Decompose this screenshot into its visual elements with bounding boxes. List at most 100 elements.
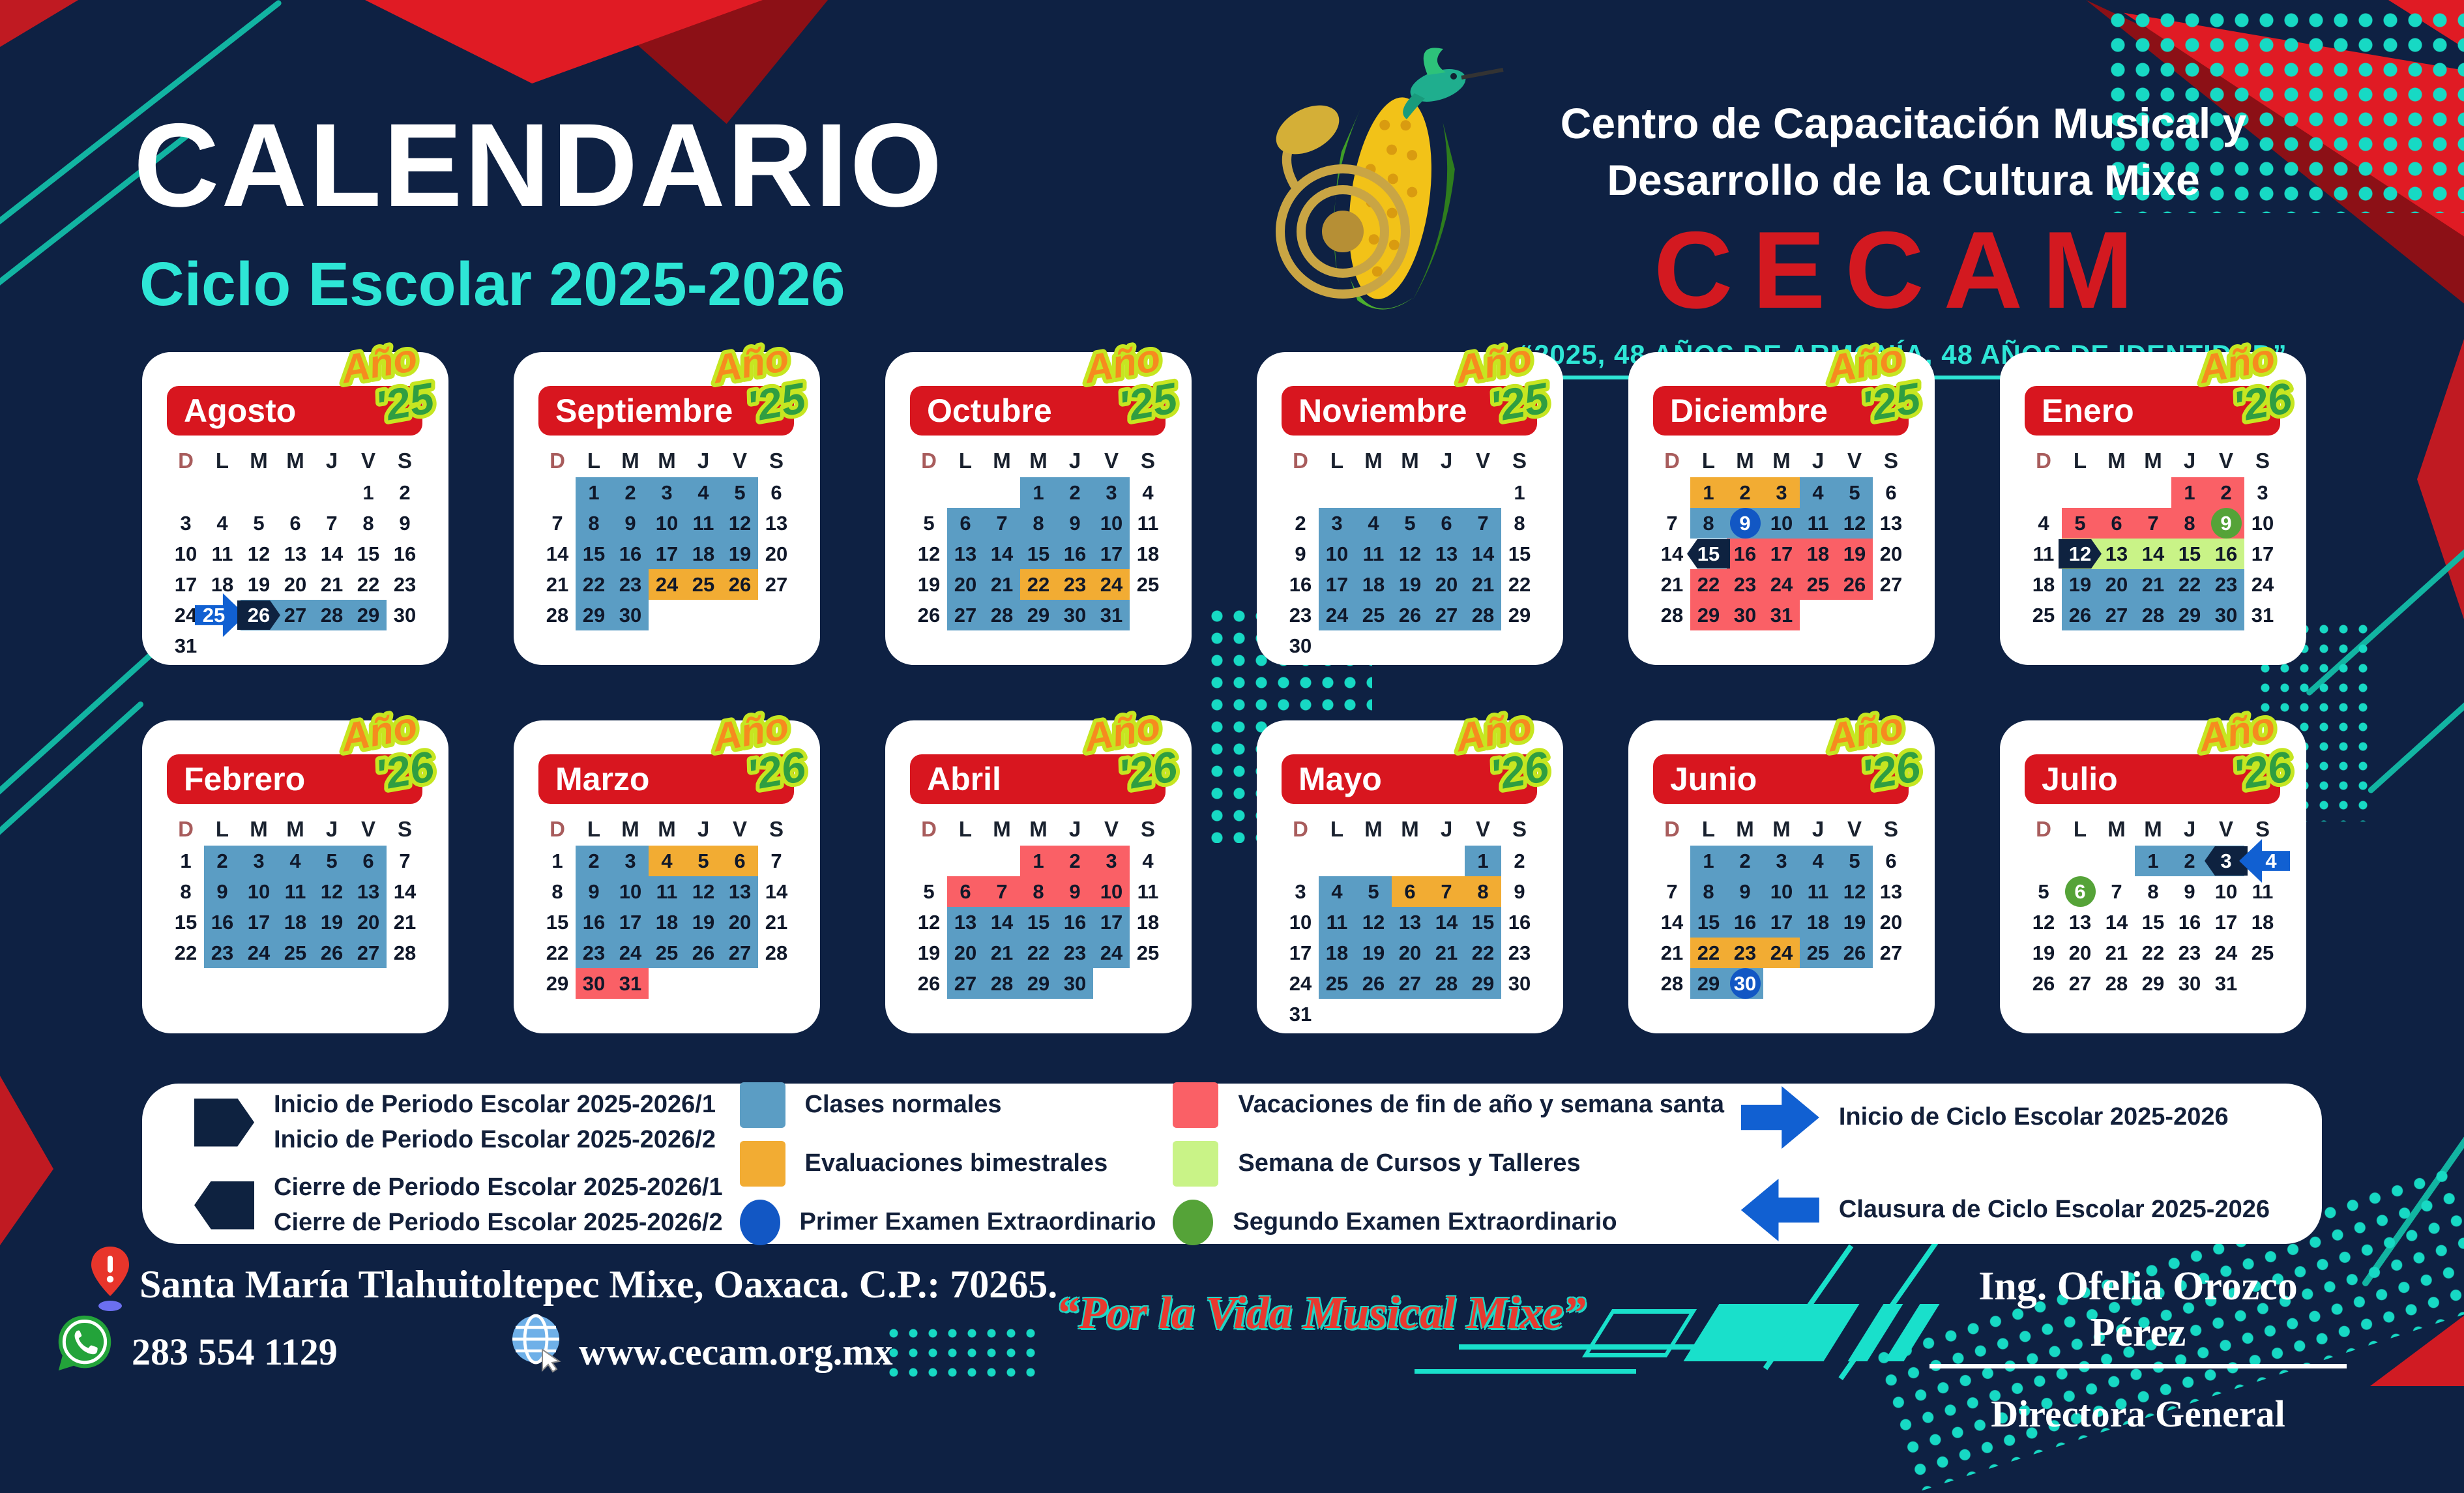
day-agosto-28[interactable]: 28: [314, 600, 350, 630]
day-noviembre-9[interactable]: 9: [1295, 542, 1306, 565]
day-febrero-10[interactable]: 10: [241, 876, 277, 907]
day-febrero-13[interactable]: 13: [350, 876, 387, 907]
day-junio-27[interactable]: 27: [1879, 941, 1903, 964]
day-febrero-2[interactable]: 2: [204, 846, 241, 876]
day-febrero-25[interactable]: 25: [277, 938, 314, 968]
day-septiembre-25[interactable]: 25: [685, 569, 722, 600]
day-junio-5[interactable]: 5: [1836, 846, 1873, 876]
day-enero-23[interactable]: 23: [2208, 569, 2244, 600]
day-julio-28[interactable]: 28: [2105, 971, 2128, 995]
day-agosto-3[interactable]: 3: [180, 511, 192, 535]
day-abril-30[interactable]: 30: [1057, 968, 1093, 999]
day-julio-5[interactable]: 5: [2038, 880, 2049, 903]
day-febrero-6[interactable]: 6: [350, 846, 387, 876]
day-septiembre-11[interactable]: 11: [685, 508, 722, 539]
day-diciembre-16[interactable]: 16: [1727, 539, 1763, 569]
day-abril-26[interactable]: 26: [917, 971, 941, 995]
day-agosto-30[interactable]: 30: [393, 603, 417, 627]
day-agosto-27[interactable]: 27: [277, 600, 314, 630]
day-octubre-27[interactable]: 27: [947, 600, 984, 630]
day-octubre-31[interactable]: 31: [1093, 600, 1130, 630]
day-mayo-11[interactable]: 11: [1319, 907, 1355, 938]
day-octubre-28[interactable]: 28: [984, 600, 1020, 630]
day-agosto-14[interactable]: 14: [320, 542, 344, 565]
day-marzo-1[interactable]: 1: [551, 849, 563, 872]
day-junio-21[interactable]: 21: [1660, 941, 1684, 964]
day-febrero-4[interactable]: 4: [277, 846, 314, 876]
day-agosto-2[interactable]: 2: [399, 480, 411, 504]
day-diciembre-11[interactable]: 11: [1800, 508, 1836, 539]
day-septiembre-23[interactable]: 23: [612, 569, 649, 600]
day-febrero-5[interactable]: 5: [314, 846, 350, 876]
day-julio-6[interactable]: 6: [2062, 876, 2098, 907]
day-mayo-3[interactable]: 3: [1295, 880, 1306, 903]
day-octubre-25[interactable]: 25: [1136, 572, 1160, 596]
day-septiembre-4[interactable]: 4: [685, 477, 722, 508]
day-julio-8[interactable]: 8: [2147, 880, 2159, 903]
day-enero-17[interactable]: 17: [2251, 542, 2274, 565]
day-febrero-27[interactable]: 27: [350, 938, 387, 968]
day-marzo-5[interactable]: 5: [685, 846, 722, 876]
day-junio-10[interactable]: 10: [1763, 876, 1800, 907]
day-enero-7[interactable]: 7: [2135, 508, 2171, 539]
day-septiembre-17[interactable]: 17: [649, 539, 685, 569]
day-octubre-1[interactable]: 1: [1020, 477, 1057, 508]
day-junio-29[interactable]: 29: [1690, 968, 1727, 999]
day-febrero-1[interactable]: 1: [180, 849, 192, 872]
day-noviembre-29[interactable]: 29: [1508, 603, 1531, 627]
day-junio-11[interactable]: 11: [1800, 876, 1836, 907]
day-mayo-5[interactable]: 5: [1355, 876, 1392, 907]
day-junio-25[interactable]: 25: [1800, 938, 1836, 968]
day-noviembre-27[interactable]: 27: [1428, 600, 1465, 630]
day-septiembre-7[interactable]: 7: [551, 511, 563, 535]
day-noviembre-17[interactable]: 17: [1319, 569, 1355, 600]
day-junio-20[interactable]: 20: [1879, 910, 1903, 934]
day-marzo-29[interactable]: 29: [546, 971, 569, 995]
day-diciembre-14[interactable]: 14: [1660, 542, 1684, 565]
day-noviembre-28[interactable]: 28: [1465, 600, 1501, 630]
day-enero-26[interactable]: 26: [2062, 600, 2098, 630]
day-abril-9[interactable]: 9: [1057, 876, 1093, 907]
day-diciembre-26[interactable]: 26: [1836, 569, 1873, 600]
day-julio-27[interactable]: 27: [2068, 971, 2092, 995]
day-enero-11[interactable]: 11: [2032, 542, 2055, 565]
day-noviembre-26[interactable]: 26: [1392, 600, 1428, 630]
day-octubre-5[interactable]: 5: [923, 511, 935, 535]
day-enero-20[interactable]: 20: [2098, 569, 2135, 600]
day-septiembre-14[interactable]: 14: [546, 542, 569, 565]
day-abril-22[interactable]: 22: [1020, 938, 1057, 968]
day-abril-4[interactable]: 4: [1142, 849, 1154, 872]
day-mayo-13[interactable]: 13: [1392, 907, 1428, 938]
day-abril-19[interactable]: 19: [917, 941, 941, 964]
day-noviembre-10[interactable]: 10: [1319, 539, 1355, 569]
day-marzo-23[interactable]: 23: [576, 938, 612, 968]
day-abril-28[interactable]: 28: [984, 968, 1020, 999]
day-enero-21[interactable]: 21: [2135, 569, 2171, 600]
day-octubre-26[interactable]: 26: [917, 603, 941, 627]
day-noviembre-23[interactable]: 23: [1289, 603, 1312, 627]
day-mayo-28[interactable]: 28: [1428, 968, 1465, 999]
day-julio-13[interactable]: 13: [2068, 910, 2092, 934]
day-octubre-15[interactable]: 15: [1020, 539, 1057, 569]
day-enero-29[interactable]: 29: [2171, 600, 2208, 630]
day-agosto-17[interactable]: 17: [174, 572, 198, 596]
day-mayo-2[interactable]: 2: [1514, 849, 1525, 872]
day-junio-9[interactable]: 9: [1727, 876, 1763, 907]
day-mayo-30[interactable]: 30: [1508, 971, 1531, 995]
day-agosto-18[interactable]: 18: [211, 572, 234, 596]
day-agosto-9[interactable]: 9: [399, 511, 411, 535]
day-agosto-23[interactable]: 23: [393, 572, 417, 596]
day-diciembre-30[interactable]: 30: [1727, 600, 1763, 630]
day-marzo-26[interactable]: 26: [685, 938, 722, 968]
day-febrero-28[interactable]: 28: [393, 941, 417, 964]
day-junio-4[interactable]: 4: [1800, 846, 1836, 876]
day-junio-16[interactable]: 16: [1727, 907, 1763, 938]
day-diciembre-18[interactable]: 18: [1800, 539, 1836, 569]
day-junio-13[interactable]: 13: [1879, 880, 1903, 903]
day-marzo-3[interactable]: 3: [612, 846, 649, 876]
day-diciembre-12[interactable]: 12: [1836, 508, 1873, 539]
day-octubre-11[interactable]: 11: [1137, 511, 1159, 535]
day-septiembre-29[interactable]: 29: [576, 600, 612, 630]
day-mayo-22[interactable]: 22: [1465, 938, 1501, 968]
day-marzo-11[interactable]: 11: [649, 876, 685, 907]
